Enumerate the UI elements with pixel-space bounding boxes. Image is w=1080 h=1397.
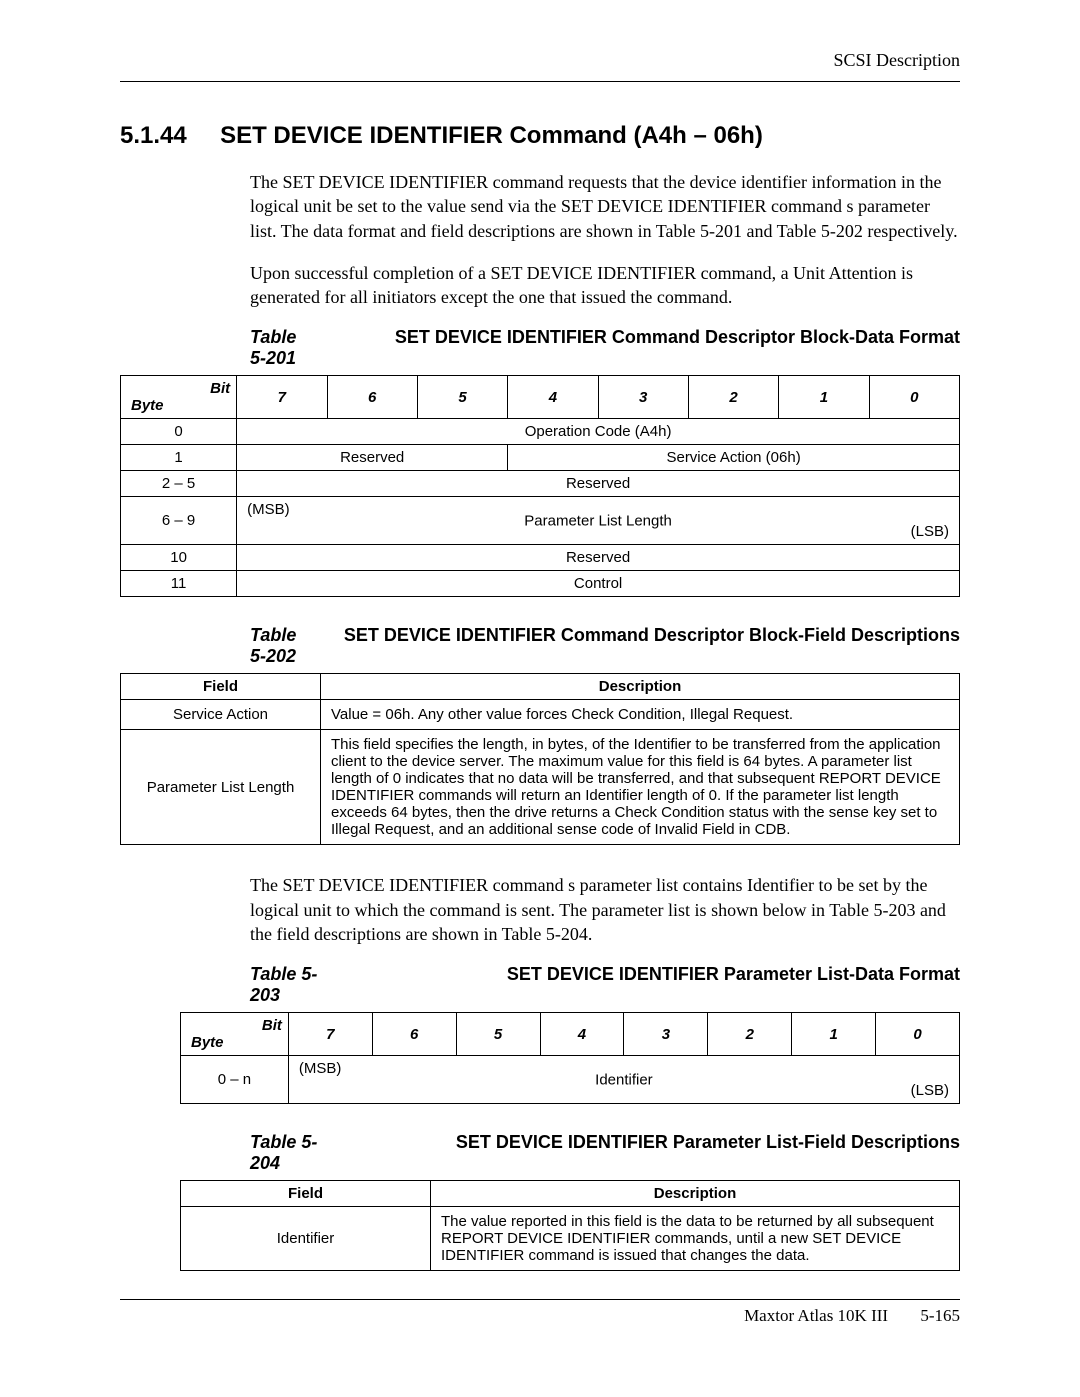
reserved-cell: Reserved (237, 445, 508, 471)
byte-0-n: 0 – n (181, 1056, 289, 1104)
bit-1: 1 (792, 1013, 876, 1056)
byte-label: Byte (131, 397, 164, 414)
lsb-label: (LSB) (911, 523, 949, 540)
caption-text: SET DEVICE IDENTIFIER Command Descriptor… (300, 327, 960, 369)
header-right: SCSI Description (120, 50, 960, 71)
service-action-cell: Service Action (06h) (508, 445, 960, 471)
caption-num: Table 5-202 (120, 625, 300, 667)
msb-label: (MSB) (247, 501, 290, 518)
footer: Maxtor Atlas 10K III 5-165 (120, 1306, 960, 1326)
section-number: 5.1.44 (120, 122, 187, 149)
caption-num: Table 5-201 (120, 327, 300, 369)
caption-text: SET DEVICE IDENTIFIER Command Descriptor… (300, 625, 960, 667)
para-2: Upon successful completion of a SET DEVI… (120, 261, 960, 310)
desc-header: Description (431, 1181, 960, 1207)
byte-2-5: 2 – 5 (121, 471, 237, 497)
byte-label: Byte (191, 1034, 224, 1051)
caption-text: SET DEVICE IDENTIFIER Parameter List-Dat… (340, 964, 960, 1006)
opcode-cell: Operation Code (A4h) (237, 419, 960, 445)
reserved-cell-2: Reserved (237, 471, 960, 497)
rule-top (120, 81, 960, 82)
footer-page: 5-165 (920, 1306, 960, 1325)
table-201: Bit Byte 7 6 5 4 3 2 1 0 0 Operation Cod… (120, 375, 960, 597)
byte-10: 10 (121, 545, 237, 571)
table-204-caption: Table 5-204 SET DEVICE IDENTIFIER Parame… (180, 1132, 960, 1174)
bit-4: 4 (540, 1013, 624, 1056)
bit-5: 5 (456, 1013, 540, 1056)
bit-5: 5 (417, 376, 507, 419)
msb-label: (MSB) (299, 1060, 342, 1077)
table-202: Field Description Service Action Value =… (120, 673, 960, 845)
bit-label: Bit (210, 380, 230, 397)
rule-bottom (120, 1299, 960, 1300)
field-identifier: Identifier (181, 1207, 431, 1271)
bit-3: 3 (624, 1013, 708, 1056)
bit-2: 2 (688, 376, 778, 419)
bit-6: 6 (327, 376, 417, 419)
byte-6-9: 6 – 9 (121, 497, 237, 545)
section-title: 5.1.44 SET DEVICE IDENTIFIER Command (A4… (120, 122, 960, 150)
bit-2: 2 (708, 1013, 792, 1056)
byte-0: 0 (121, 419, 237, 445)
footer-doc: Maxtor Atlas 10K III (744, 1306, 888, 1325)
caption-num: Table 5-203 (180, 964, 340, 1006)
identifier-cell: (MSB) Identifier (LSB) (288, 1056, 959, 1104)
reserved-cell-3: Reserved (237, 545, 960, 571)
param-list-length-text: Parameter List Length (524, 512, 672, 529)
bit-7: 7 (288, 1013, 372, 1056)
bit-1: 1 (779, 376, 869, 419)
bit-3: 3 (598, 376, 688, 419)
lsb-label: (LSB) (911, 1082, 949, 1099)
bit-7: 7 (237, 376, 327, 419)
field-service-action: Service Action (121, 700, 321, 730)
field-header: Field (121, 674, 321, 700)
page: SCSI Description 5.1.44 SET DEVICE IDENT… (0, 0, 1080, 1376)
byte-11: 11 (121, 571, 237, 597)
desc-param-list-length: This field specifies the length, in byte… (321, 730, 960, 845)
section-heading: SET DEVICE IDENTIFIER Command (A4h – 06h… (220, 122, 763, 149)
table-202-caption: Table 5-202 SET DEVICE IDENTIFIER Comman… (120, 625, 960, 667)
bit-4: 4 (508, 376, 598, 419)
table-204: Field Description Identifier The value r… (180, 1180, 960, 1271)
para-3: The SET DEVICE IDENTIFIER command s para… (120, 873, 960, 946)
desc-service-action: Value = 06h. Any other value forces Chec… (321, 700, 960, 730)
bit-6: 6 (372, 1013, 456, 1056)
byte-1: 1 (121, 445, 237, 471)
caption-num: Table 5-204 (180, 1132, 340, 1174)
para-1: The SET DEVICE IDENTIFIER command reques… (120, 170, 960, 243)
identifier-text: Identifier (595, 1071, 653, 1088)
param-list-length-cell: (MSB) Parameter List Length (LSB) (237, 497, 960, 545)
table-201-caption: Table 5-201 SET DEVICE IDENTIFIER Comman… (120, 327, 960, 369)
corner-cell: Bit Byte (181, 1013, 289, 1056)
bit-0: 0 (876, 1013, 960, 1056)
caption-text: SET DEVICE IDENTIFIER Parameter List-Fie… (340, 1132, 960, 1174)
bit-0: 0 (869, 376, 959, 419)
table-203: Bit Byte 7 6 5 4 3 2 1 0 0 – n (MSB) Ide… (180, 1012, 960, 1104)
field-header: Field (181, 1181, 431, 1207)
bit-label: Bit (262, 1017, 282, 1034)
field-param-list-length: Parameter List Length (121, 730, 321, 845)
desc-identifier: The value reported in this field is the … (431, 1207, 960, 1271)
table-203-caption: Table 5-203 SET DEVICE IDENTIFIER Parame… (180, 964, 960, 1006)
desc-header: Description (321, 674, 960, 700)
control-cell: Control (237, 571, 960, 597)
corner-cell: Bit Byte (121, 376, 237, 419)
